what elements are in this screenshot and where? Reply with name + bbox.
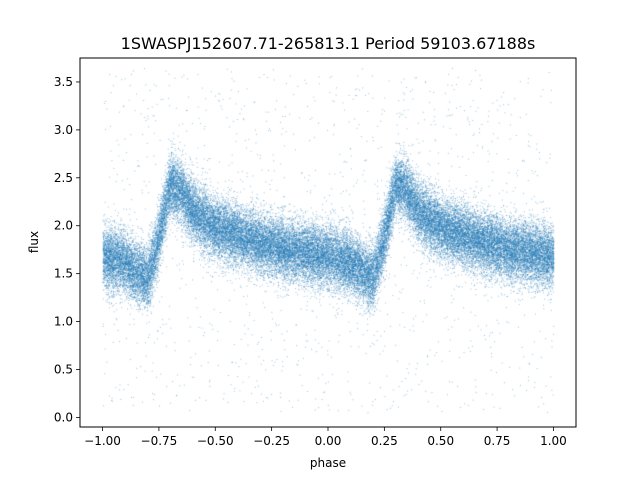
y-tick-label: 3.0 xyxy=(54,123,73,137)
x-tick-label: −0.50 xyxy=(197,434,234,448)
x-tick-label: 0.50 xyxy=(427,434,454,448)
y-tick-label: 2.5 xyxy=(54,171,73,185)
y-tick-label: 0.5 xyxy=(54,362,73,376)
x-axis: −1.00 −0.75 −0.50 −0.25 0.00 0.25 0.50 0.75 1.00 xyxy=(84,427,567,448)
x-axis-label: phase xyxy=(310,456,346,470)
y-tick-label: 1.0 xyxy=(54,315,73,329)
y-axis-label: flux xyxy=(27,231,41,253)
plot-area xyxy=(79,57,577,428)
y-tick-label: 1.5 xyxy=(54,267,73,281)
y-tick-label: 0.0 xyxy=(54,410,73,424)
x-tick-label: 0.75 xyxy=(484,434,511,448)
y-axis: 0.0 0.5 1.0 1.5 2.0 2.5 3.0 3.5 xyxy=(54,75,80,424)
x-tick-label: 0.25 xyxy=(371,434,398,448)
x-tick-label: −1.00 xyxy=(84,434,121,448)
y-tick-label: 3.5 xyxy=(54,75,73,89)
x-tick-label: 0.00 xyxy=(315,434,342,448)
y-tick-label: 2.0 xyxy=(54,219,73,233)
x-tick-label: −0.75 xyxy=(141,434,178,448)
x-tick-label: 1.00 xyxy=(540,434,567,448)
x-tick-label: −0.25 xyxy=(253,434,290,448)
data-points xyxy=(80,58,576,427)
chart-title: 1SWASPJ152607.71-265813.1 Period 59103.6… xyxy=(121,34,536,53)
